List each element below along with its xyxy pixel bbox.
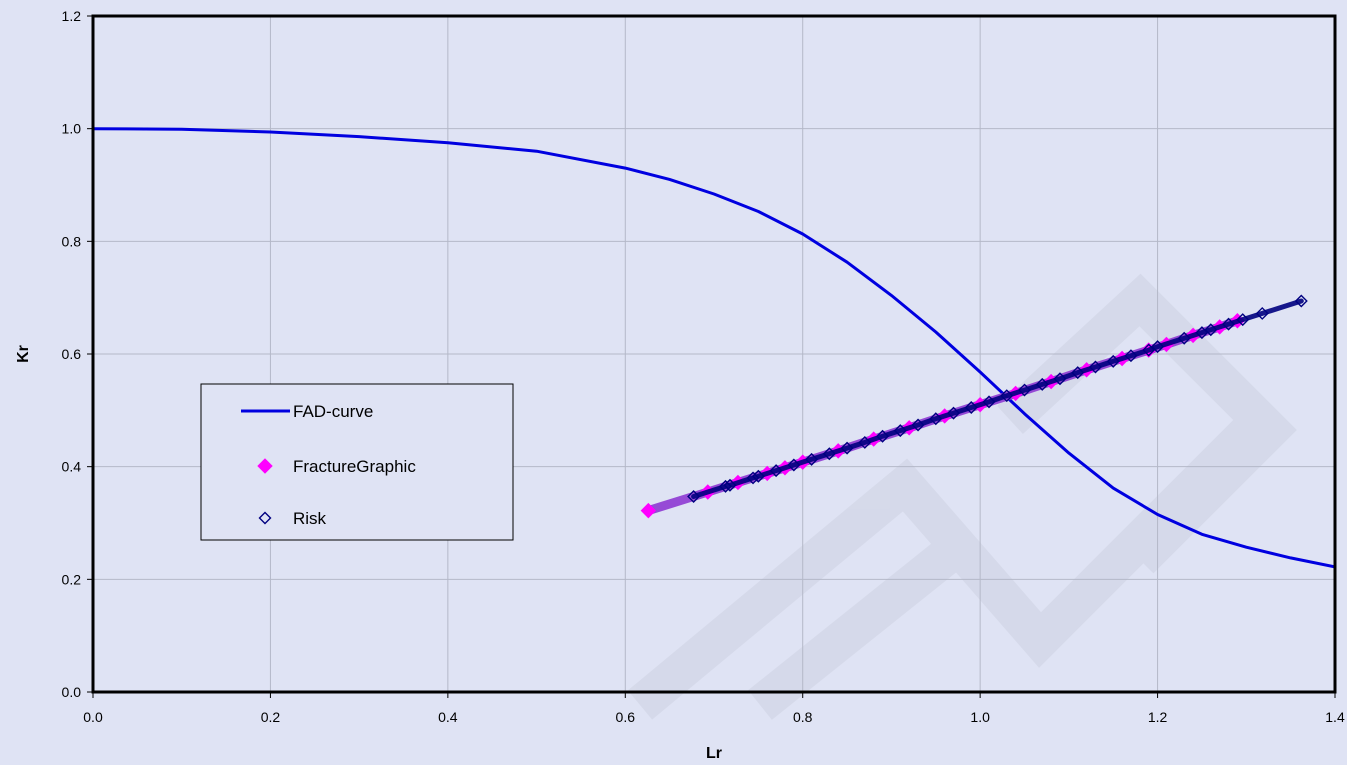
risk-point [1236, 313, 1250, 327]
legend-entry-fad-curve: FAD-curve [241, 402, 373, 421]
risk-point [822, 447, 836, 461]
risk-point [723, 478, 737, 492]
series-risk [687, 294, 1308, 504]
risk-point [1204, 323, 1218, 337]
risk-point [769, 464, 783, 478]
risk-point [1222, 317, 1236, 331]
x-tick-label: 1.0 [970, 709, 990, 725]
risk-point [911, 418, 925, 432]
y-tick-label: 1.2 [62, 8, 82, 24]
risk-point [1053, 372, 1067, 386]
x-tick-label: 0.6 [616, 709, 636, 725]
risk-point [893, 424, 907, 438]
risk-point [1177, 331, 1191, 345]
risk-point [1018, 383, 1031, 397]
risk-point [1088, 360, 1102, 374]
watermark-logo [627, 273, 1297, 720]
series-fad-curve [93, 127, 1335, 569]
risk-point [1071, 366, 1085, 380]
risk-point [1151, 340, 1165, 354]
y-tick-label: 0.8 [62, 233, 82, 249]
legend-label: FractureGraphic [293, 457, 416, 476]
risk-point [947, 406, 961, 420]
y-tick-label: 0.0 [62, 684, 82, 700]
y-axis-title: Kr [15, 345, 32, 363]
risk-point [858, 435, 872, 449]
risk-point [876, 429, 890, 443]
x-tick-label: 1.4 [1325, 709, 1345, 725]
risk-point [840, 441, 854, 455]
y-tick-label: 0.6 [62, 346, 82, 362]
risk-point [1000, 389, 1014, 403]
risk-point [929, 412, 943, 426]
y-tick-label: 0.4 [62, 459, 82, 475]
y-tick-label: 0.2 [62, 571, 82, 587]
risk-point [1035, 377, 1049, 391]
risk-point [805, 452, 819, 466]
risk-point [982, 395, 996, 409]
legend-entry-risk: Risk [258, 509, 327, 528]
fad-curve-line [93, 127, 1335, 569]
risk-point [746, 471, 760, 485]
risk-point [1124, 349, 1138, 363]
legend-entry-fracturegraphic: FractureGraphic [257, 457, 416, 476]
plot-area-border [91, 14, 1337, 694]
fracture-point [640, 502, 657, 519]
risk-point [719, 479, 733, 493]
x-tick-label: 1.2 [1148, 709, 1168, 725]
risk-point [687, 490, 701, 504]
risk-point [1106, 354, 1120, 368]
risk-band [691, 298, 1304, 499]
x-axis: 0.0 0.2 0.4 0.6 0.8 1.0 1.2 1.4 [83, 692, 1345, 725]
risk-point [1142, 343, 1156, 357]
legend-label: Risk [293, 509, 327, 528]
y-tick-label: 1.0 [62, 121, 82, 137]
risk-point [787, 458, 801, 472]
legend-label: FAD-curve [293, 402, 373, 421]
risk-point [1294, 294, 1308, 308]
risk-point [751, 469, 765, 483]
legend-diamond-filled-swatch [257, 458, 273, 474]
x-tick-label: 0.4 [438, 709, 458, 725]
x-tick-label: 0.0 [83, 709, 103, 725]
risk-point [964, 401, 978, 415]
x-tick-label: 0.2 [261, 709, 281, 725]
series-layer [93, 127, 1335, 569]
legend: FAD-curve FractureGraphic Risk [200, 383, 514, 541]
x-axis-title: Lr [706, 745, 722, 762]
x-tick-label: 0.8 [793, 709, 813, 725]
risk-point [1255, 306, 1269, 320]
legend-diamond-open-swatch [258, 511, 272, 525]
